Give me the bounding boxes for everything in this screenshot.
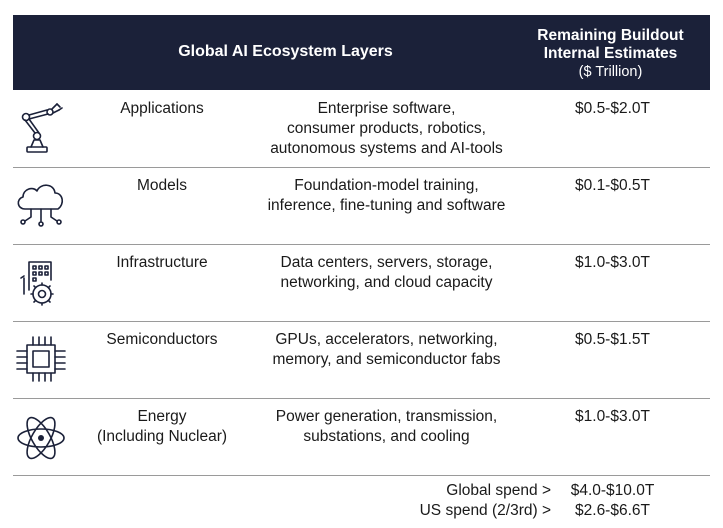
description-line: memory, and semiconductor fabs bbox=[272, 351, 501, 368]
global-spend-label: Global spend > bbox=[446, 482, 551, 499]
global-spend-value: $4.0-$10.0T bbox=[570, 482, 655, 499]
building-gear-icon bbox=[13, 254, 69, 310]
estimate-header-units: ($ Trillion) bbox=[578, 64, 643, 80]
description-line: networking, and cloud capacity bbox=[280, 274, 493, 291]
header-title: Global AI Ecosystem Layers bbox=[178, 43, 393, 60]
estimate-header-line2: Internal Estimates bbox=[543, 45, 678, 62]
estimate-value: $1.0-$3.0T bbox=[575, 254, 650, 271]
layer-name-line: Energy bbox=[137, 408, 187, 425]
layer-description: GPUs, accelerators, networking, memory, … bbox=[249, 330, 524, 370]
layer-name: Semiconductors bbox=[73, 330, 251, 350]
chip-icon bbox=[13, 331, 69, 387]
estimate-header-line1: Remaining Buildout bbox=[537, 27, 684, 44]
estimate-column-header: Remaining Buildout Internal Estimates ($… bbox=[523, 27, 698, 81]
description-line: autonomous systems and AI-tools bbox=[270, 140, 503, 157]
description-line: consumer products, robotics, bbox=[286, 120, 486, 137]
layer-name: Applications bbox=[73, 99, 251, 119]
estimate-value: $0.5-$2.0T bbox=[575, 100, 650, 117]
layer-name: Energy (Including Nuclear) bbox=[73, 407, 251, 447]
table-header: Global AI Ecosystem Layers Remaining Bui… bbox=[13, 15, 710, 90]
us-spend-value: $2.6-$6.6T bbox=[575, 502, 650, 519]
description-line: substations, and cooling bbox=[303, 428, 470, 445]
estimate-value: $1.0-$3.0T bbox=[575, 408, 650, 425]
estimate-value: $0.5-$1.5T bbox=[575, 331, 650, 348]
table-row-energy: Energy (Including Nuclear) Power generat… bbox=[13, 398, 710, 476]
layer-description: Data centers, servers, storage, networki… bbox=[249, 253, 524, 293]
layer-name-line: (Including Nuclear) bbox=[96, 428, 228, 445]
us-spend-label: US spend (2/3rd) > bbox=[419, 502, 551, 519]
layer-description: Foundation-model training, inference, fi… bbox=[249, 176, 524, 216]
table-row-infrastructure: Infrastructure Data centers, servers, st… bbox=[13, 244, 710, 322]
global-spend-row: Global spend > $4.0-$10.0T bbox=[13, 482, 710, 502]
description-line: GPUs, accelerators, networking, bbox=[275, 331, 498, 348]
table-row-semiconductors: Semiconductors GPUs, accelerators, netwo… bbox=[13, 321, 710, 399]
robot-arm-icon bbox=[13, 100, 69, 156]
estimate-value: $0.1-$0.5T bbox=[575, 177, 650, 194]
layer-name: Infrastructure bbox=[73, 253, 251, 273]
layer-name-line: Applications bbox=[120, 100, 204, 117]
layer-description: Enterprise software, consumer products, … bbox=[249, 99, 524, 159]
layer-name: Models bbox=[73, 176, 251, 196]
cloud-network-icon bbox=[13, 177, 69, 233]
description-line: Enterprise software, bbox=[317, 100, 456, 117]
description-line: Power generation, transmission, bbox=[275, 408, 498, 425]
table-row-applications: Applications Enterprise software, consum… bbox=[13, 90, 710, 168]
layer-name-line: Infrastructure bbox=[116, 254, 208, 271]
layer-description: Power generation, transmission, substati… bbox=[249, 407, 524, 447]
us-spend-row: US spend (2/3rd) > $2.6-$6.6T bbox=[13, 502, 710, 522]
description-line: inference, fine-tuning and software bbox=[267, 197, 506, 214]
table-row-models: Models Foundation-model training, infere… bbox=[13, 167, 710, 245]
atom-icon bbox=[13, 408, 69, 464]
layer-name-line: Models bbox=[137, 177, 187, 194]
layer-name-line: Semiconductors bbox=[106, 331, 218, 348]
description-line: Data centers, servers, storage, bbox=[280, 254, 493, 271]
description-line: Foundation-model training, bbox=[294, 177, 479, 194]
